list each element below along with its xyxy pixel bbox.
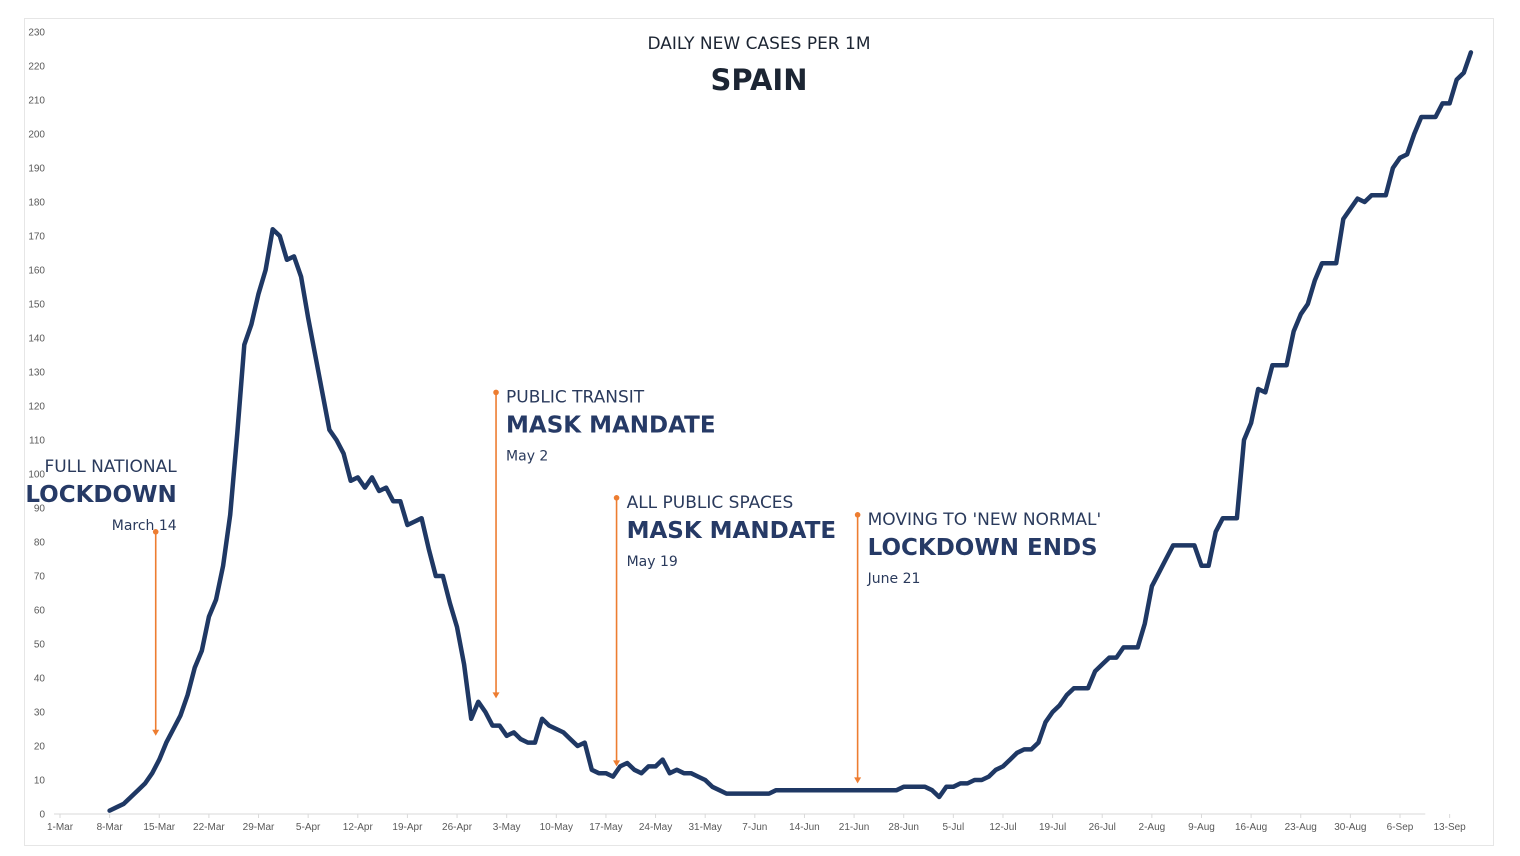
y-tick-label: 100 (28, 470, 45, 481)
annotation-date: May 19 (627, 554, 678, 570)
line-chart: DAILY NEW CASES PER 1M SPAIN 0 10 20 30 40 50… (25, 28, 1474, 833)
x-tick-label: 17-May (589, 822, 622, 833)
annotation-headline: LOCKDOWN (25, 482, 176, 508)
annotation-arrow-dot (152, 529, 159, 535)
series-line-1 (107, 50, 1474, 813)
x-tick-label: 9-Aug (1188, 822, 1215, 833)
y-tick-label: 10 (34, 776, 46, 787)
y-tick-label: 180 (28, 198, 45, 209)
x-tick-label: 6-Sep (1387, 822, 1414, 833)
x-tick-label: 19-Apr (392, 822, 423, 833)
annotation-arrow-dot (613, 495, 620, 501)
x-tick-label: 26-Apr (442, 822, 473, 833)
x-tick-label: 13-Sep (1434, 822, 1467, 833)
annotation-label: MOVING TO 'NEW NORMAL' (868, 510, 1102, 530)
annotation-date: March 14 (112, 518, 177, 534)
annotation-label: PUBLIC TRANSIT (506, 387, 645, 407)
y-tick-label: 80 (34, 538, 46, 549)
x-tick-label: 22-Mar (193, 822, 225, 833)
x-tick-label: 23-Aug (1285, 822, 1317, 833)
annotation-arrow-head (492, 692, 500, 699)
annotation-headline: MASK MANDATE (627, 518, 837, 544)
y-tick-label: 0 (39, 810, 45, 821)
y-tick-label: 70 (34, 572, 46, 583)
x-tick-label: 8-Mar (97, 822, 124, 833)
y-tick-label: 130 (28, 368, 45, 379)
x-tick-label: 10-May (540, 822, 573, 833)
y-tick-label: 230 (28, 28, 45, 39)
y-tick-label: 90 (34, 504, 46, 515)
annotation-4: MOVING TO 'NEW NORMAL' LOCKDOWN ENDS June … (854, 510, 1101, 784)
annotation-arrow-head (613, 760, 621, 767)
y-tick-label: 190 (28, 164, 45, 175)
y-tick-label: 50 (34, 640, 46, 651)
x-tick-label: 15-Mar (143, 822, 175, 833)
x-tick-label: 26-Jul (1089, 822, 1116, 833)
annotation-3: ALL PUBLIC SPACES MASK MANDATE May 19 (613, 493, 836, 767)
x-tick-label: 12-Apr (343, 822, 374, 833)
x-tick-label: 14-Jun (789, 822, 820, 833)
x-tick-label: 3-May (493, 822, 521, 833)
x-tick-label: 30-Aug (1334, 822, 1366, 833)
x-tick-label: 19-Jul (1039, 822, 1066, 833)
annotation-arrow-dot (493, 389, 499, 396)
y-tick-label: 120 (28, 402, 45, 413)
y-tick-label: 200 (28, 130, 45, 141)
y-tick-label: 210 (28, 96, 45, 107)
y-tick-label: 60 (34, 606, 46, 617)
x-tick-label: 31-May (689, 822, 722, 833)
x-tick-label: 29-Mar (243, 822, 275, 833)
series-layer (107, 50, 1474, 813)
y-tick-label: 220 (28, 62, 45, 73)
annotation-arrow-head (152, 729, 160, 736)
x-tick-label: 1-Mar (47, 822, 74, 833)
chart-title: DAILY NEW CASES PER 1M (647, 34, 870, 54)
annotation-label: FULL NATIONAL (45, 457, 178, 477)
annotation-headline: MASK MANDATE (506, 412, 716, 438)
y-tick-label: 170 (28, 232, 45, 243)
annotation-date: June 21 (867, 571, 921, 587)
annotation-arrow-dot (854, 512, 861, 518)
y-tick-label: 20 (34, 742, 46, 753)
x-tick-label: 5-Jul (942, 822, 964, 833)
x-tick-label: 24-May (639, 822, 672, 833)
x-tick-label: 21-Jun (839, 822, 870, 833)
y-tick-label: 150 (28, 300, 45, 311)
y-tick-label: 30 (34, 708, 46, 719)
annotation-label: ALL PUBLIC SPACES (627, 493, 794, 513)
chart-subtitle: SPAIN (711, 63, 808, 97)
annotation-date: May 2 (506, 448, 548, 464)
annotation-1: FULL NATIONAL LOCKDOWN March 14 (25, 457, 177, 736)
y-tick-label: 160 (28, 266, 45, 277)
chart-frame: DAILY NEW CASES PER 1M SPAIN 0 10 20 30 40 50… (24, 18, 1494, 846)
annotation-arrow-head (854, 777, 862, 784)
x-tick-label: 2-Aug (1139, 822, 1166, 833)
x-axis: 1-Mar 8-Mar 15-Mar 22-Mar 29-Mar 5-Apr 12-Apr 1… (47, 813, 1467, 833)
x-tick-label: 28-Jun (888, 822, 919, 833)
x-tick-label: 12-Jul (989, 822, 1016, 833)
y-tick-label: 110 (29, 436, 45, 447)
x-tick-label: 16-Aug (1235, 822, 1267, 833)
y-tick-label: 40 (34, 674, 46, 685)
annotations: FULL NATIONAL LOCKDOWN March 14 PUBLIC TRAN… (25, 387, 1101, 784)
x-tick-label: 5-Apr (296, 822, 321, 833)
annotation-headline: LOCKDOWN ENDS (868, 535, 1098, 561)
y-tick-label: 140 (28, 334, 45, 345)
x-tick-label: 7-Jun (742, 822, 767, 833)
annotation-2: PUBLIC TRANSIT MASK MANDATE May 2 (492, 387, 716, 699)
y-axis: 0 10 20 30 40 50 60 70 80 90 100 110 120 130 140 150 160… (28, 28, 45, 821)
